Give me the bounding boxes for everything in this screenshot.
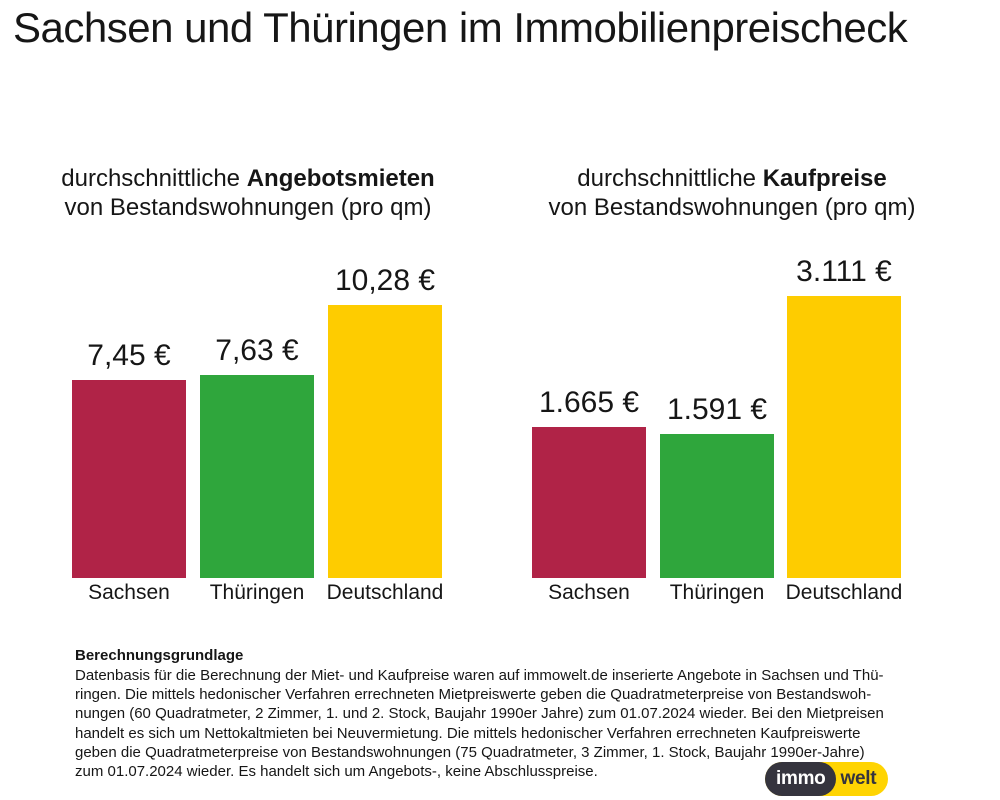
left-chart-subtitle-line1: durchschnittliche Angebotsmieten — [61, 165, 435, 192]
mieten-value-label-thueringen: 7,63 € — [215, 334, 299, 367]
right-chart-subtitle: durchschnittliche Kaufpreise von Bestand… — [512, 164, 952, 222]
right-chart-subtitle-line1: durchschnittliche Kaufpreise — [577, 165, 887, 192]
immowelt-logo-welt: welt — [840, 768, 877, 789]
footnote-line: zum 01.07.2024 wieder. Es handelt sich u… — [75, 763, 598, 781]
kaufpreise-bar-deutschland — [787, 296, 901, 578]
mieten-value-label-sachsen: 7,45 € — [87, 339, 171, 372]
left-chart-subtitle-bold: Angebotsmieten — [246, 165, 435, 192]
footnote-line: ringen. Die mittels hedonischer Verfahre… — [75, 686, 872, 704]
kaufpreise-bar-sachsen — [532, 427, 646, 578]
kaufpreise-axis-label-sachsen: Sachsen — [548, 581, 630, 604]
immowelt-logo: immo welt — [765, 762, 889, 796]
footnote-heading: Berechnungsgrundlage — [75, 647, 244, 664]
page-title: Sachsen und Thüringen im Immobilienpreis… — [13, 4, 908, 51]
footnote-line: geben die Quadratmeterpreise von Bestand… — [75, 743, 865, 761]
mieten-axis-label-thueringen: Thüringen — [209, 581, 305, 604]
left-chart-subtitle-line2: von Bestandswohnungen (pro qm) — [64, 194, 432, 221]
kaufpreise-axis-label-thueringen: Thüringen — [669, 581, 765, 604]
mieten-axis-label-deutschland: Deutschland — [326, 581, 444, 604]
mieten-bar-deutschland — [328, 305, 442, 578]
footnote-line: handelt es sich um Nettokaltmieten bei N… — [75, 724, 861, 742]
kaufpreise-axis-label-deutschland: Deutschland — [785, 581, 903, 604]
kaufpreise-bar-thueringen — [660, 434, 774, 578]
mieten-axis-label-sachsen: Sachsen — [88, 581, 170, 604]
mieten-bar-thueringen — [200, 375, 314, 578]
mieten-value-label-deutschland: 10,28 € — [334, 264, 436, 297]
footnote-line: nungen (60 Quadratmeter, 2 Zimmer, 1. un… — [75, 705, 884, 723]
footnote-line: Datenbasis für die Berechnung der Miet- … — [75, 667, 884, 684]
mieten-bar-sachsen — [72, 380, 186, 578]
left-chart-subtitle: durchschnittliche Angebotsmieten von Bes… — [28, 164, 468, 222]
right-chart-subtitle-line2: von Bestandswohnungen (pro qm) — [548, 194, 916, 221]
kaufpreise-value-label-deutschland: 3.111 € — [796, 255, 892, 288]
footnote-body: Datenbasis für die Berechnung der Miet- … — [75, 666, 920, 781]
kaufpreise-value-label-sachsen: 1.665 € — [538, 386, 640, 419]
right-chart-subtitle-bold: Kaufpreise — [762, 165, 887, 192]
immowelt-logo-immo: immo — [765, 762, 837, 796]
kaufpreise-value-label-thueringen: 1.591 € — [666, 393, 768, 426]
footnote: Berechnungsgrundlage Datenbasis für die … — [75, 646, 920, 781]
